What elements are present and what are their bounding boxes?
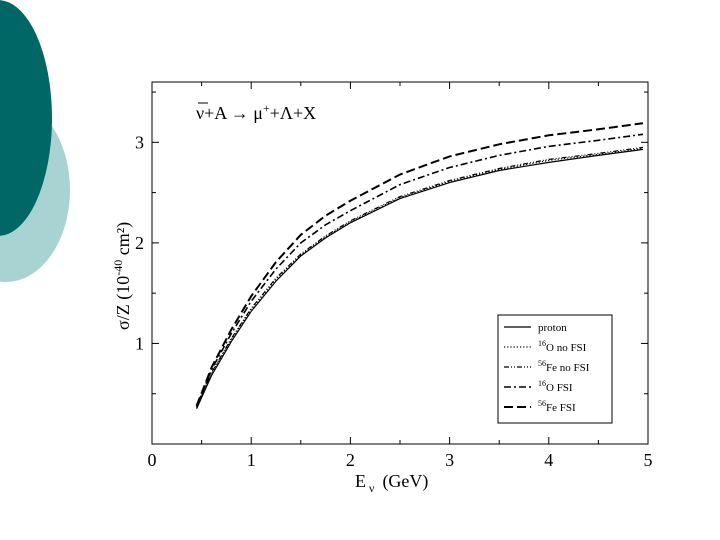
- title-nubar: ν: [196, 103, 204, 123]
- legend-label-0: proton: [538, 322, 567, 334]
- x-tick-label-5: 5: [644, 450, 653, 470]
- legend-label-name-1: O no FSI: [546, 342, 587, 354]
- legend-label-sup-1: 16: [538, 339, 546, 348]
- x-tick-label-2: 2: [346, 450, 355, 470]
- x-axis-label-unit: (GeV): [382, 471, 428, 492]
- series-line-4: [195, 122, 644, 407]
- legend-box: [497, 314, 613, 424]
- legend-label-sup-2: 56: [538, 359, 546, 368]
- y-tick-label-2: 3: [135, 132, 144, 152]
- chart-title: ν+A → μ++Λ+X: [196, 101, 316, 123]
- title-plus-sup: +: [263, 101, 270, 115]
- x-axis-label-main: E: [355, 471, 366, 491]
- series-line-3: [195, 133, 644, 408]
- series-line-0: [196, 148, 644, 410]
- x-tick-label-1: 1: [247, 450, 256, 470]
- y-tick-label-1: 2: [135, 233, 144, 253]
- legend-label-4: 56Fe FSI: [538, 399, 576, 414]
- title-rest: +Λ+X: [270, 103, 316, 123]
- legend-label-1: 16O no FSI: [538, 339, 587, 354]
- series-line-2: [196, 146, 644, 408]
- legend-label-3: 16O FSI: [538, 379, 573, 394]
- x-tick-label-4: 4: [544, 450, 553, 470]
- x-tick-label-3: 3: [445, 450, 454, 470]
- x-tick-label-0: 0: [148, 450, 157, 470]
- title-mid: +A → μ: [204, 103, 263, 123]
- legend-label-2: 56Fe no FSI: [538, 359, 590, 374]
- legend-label-name-4: Fe FSI: [546, 402, 576, 414]
- y-axis-label: σ/Z (10-40 cm²): [111, 222, 134, 330]
- x-axis-label-sub: ν: [369, 481, 375, 495]
- legend-label-sup-4: 56: [538, 399, 546, 408]
- y-axis-label-end: cm²): [113, 222, 134, 260]
- y-axis-label-exp: -40: [111, 260, 125, 276]
- legend-label-name-3: O FSI: [546, 382, 573, 394]
- legend-label-sup-3: 16: [538, 379, 546, 388]
- legend-label-name-2: Fe no FSI: [546, 362, 590, 374]
- dark-teal-circle: [0, 0, 52, 236]
- y-axis-label-main: σ/Z (10: [113, 276, 134, 330]
- y-tick-label-0: 1: [135, 333, 144, 353]
